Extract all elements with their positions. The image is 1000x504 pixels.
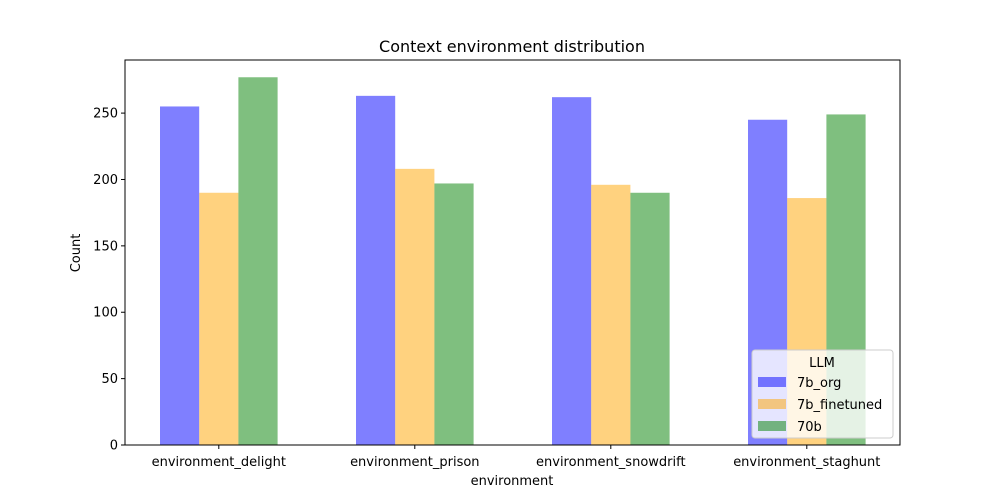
legend: LLM 7b_org 7b_finetuned 70b bbox=[751, 349, 894, 439]
y-tick-label: 0 bbox=[110, 439, 118, 454]
bar-7b_org-environment_delight bbox=[160, 106, 200, 445]
legend-swatch-7b_org bbox=[758, 377, 786, 387]
plot-frame bbox=[124, 59, 901, 446]
x-tick-label: environment_staghunt bbox=[733, 455, 880, 470]
legend-label-7b_finetuned: 7b_finetuned bbox=[797, 398, 882, 413]
y-tick-label: 50 bbox=[101, 372, 118, 387]
y-tick-label: 150 bbox=[93, 239, 118, 254]
y-axis: 0 50 100 150 200 250 bbox=[93, 107, 125, 454]
bar-7b_finetuned-environment_delight bbox=[199, 192, 239, 445]
legend-label-7b_org: 7b_org bbox=[797, 376, 841, 391]
legend-label-70b: 70b bbox=[797, 420, 822, 435]
legend-box bbox=[751, 349, 894, 439]
legend-swatch-70b bbox=[758, 421, 786, 431]
bar-7b_org-environment_prison bbox=[356, 95, 396, 446]
y-tick-label: 200 bbox=[93, 173, 118, 188]
y-tick-label: 100 bbox=[93, 306, 118, 321]
y-axis-label: Count bbox=[69, 234, 84, 273]
bar-70b-environment_snowdrift bbox=[630, 192, 670, 445]
legend-title: LLM bbox=[809, 356, 835, 371]
bar-70b-environment_prison bbox=[434, 183, 474, 445]
bar-70b-environment_delight bbox=[238, 77, 278, 446]
x-tick-label: environment_snowdrift bbox=[536, 455, 686, 470]
bar-7b_finetuned-environment_prison bbox=[395, 168, 435, 446]
x-tick-label: environment_prison bbox=[350, 455, 479, 470]
x-axis: environment_delight environment_prison env… bbox=[152, 445, 880, 470]
legend-swatch-7b_finetuned bbox=[758, 399, 786, 409]
x-tick-label: environment_delight bbox=[152, 455, 286, 470]
x-axis-label: environment bbox=[471, 474, 554, 489]
y-tick-label: 250 bbox=[93, 107, 118, 122]
bar-7b_finetuned-environment_snowdrift bbox=[591, 184, 631, 446]
chart-title: Context environment distribution bbox=[379, 37, 645, 56]
bar-7b_org-environment_snowdrift bbox=[552, 97, 592, 445]
